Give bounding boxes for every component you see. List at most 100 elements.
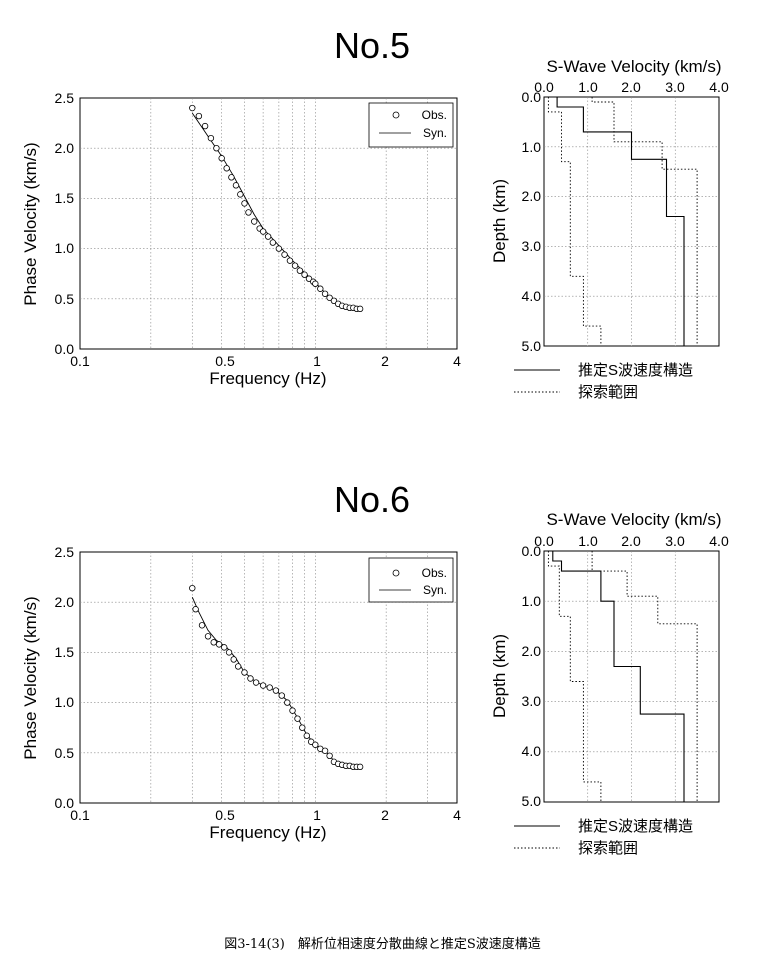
obs-point — [264, 233, 272, 240]
y-tick-label: 0.0 — [55, 795, 75, 811]
obs-point — [326, 294, 333, 301]
obs-point — [247, 675, 254, 682]
x-tick-label: 3.0 — [665, 79, 685, 95]
x-tick-label: 4.0 — [709, 533, 729, 549]
y-tick-label: 1.0 — [522, 139, 542, 155]
obs-point — [289, 707, 296, 714]
obs-point — [305, 275, 313, 282]
y-tick-label: 3.0 — [522, 238, 542, 254]
y-tick-label: 0.5 — [55, 291, 75, 307]
legend: Obs. Syn. — [368, 557, 454, 603]
x-tick-label: 0.0 — [534, 533, 554, 549]
legend-syn-label: Syn. — [423, 583, 447, 597]
obs-point — [272, 687, 280, 694]
syn-curve — [191, 112, 361, 310]
obs-point — [330, 297, 338, 305]
station-title-no6: No.6 — [334, 479, 410, 520]
y-tick-label: 2.0 — [55, 594, 75, 610]
obs-point — [245, 209, 252, 216]
y-tick-label: 1.0 — [55, 694, 75, 710]
y-tick-label: 0.0 — [522, 543, 542, 559]
obs-point — [189, 104, 196, 112]
dispersion-chart-no6: 0.1 0.5 1 2 4 0.0 0.5 1.0 1.5 2.0 2.5 Fr… — [21, 544, 461, 842]
estimated-vs-line — [552, 551, 685, 802]
search-range-line — [547, 97, 602, 346]
obs-point — [207, 134, 215, 142]
legend-obs-marker — [392, 569, 400, 577]
obs-point — [321, 747, 329, 754]
x-tick-label: 0.5 — [215, 807, 235, 823]
y-tick-label: 2.0 — [522, 188, 542, 204]
x-tick-label: 1.0 — [578, 533, 598, 549]
vs-profile-chart-no5: S-Wave Velocity (km/s) 0.0 1.0 2.0 3.0 4… — [490, 57, 729, 401]
obs-point — [312, 741, 319, 748]
x-tick-label: 4 — [453, 353, 461, 369]
obs-point — [321, 290, 329, 297]
plot-frame — [79, 551, 458, 804]
syn-curve — [191, 597, 361, 768]
obs-point — [259, 682, 267, 689]
station-title-no5: No.5 — [334, 25, 410, 66]
search-range-line — [547, 551, 602, 802]
obs-point — [192, 606, 199, 613]
obs-point — [241, 669, 248, 676]
obs-point — [284, 699, 291, 706]
y-axis-label: Phase Velocity (km/s) — [21, 142, 40, 305]
x-tick-label: 0.0 — [534, 79, 554, 95]
search-range-line — [591, 97, 698, 346]
obs-point — [234, 663, 242, 670]
obs-point — [266, 684, 273, 691]
obs-point — [291, 262, 299, 269]
obs-point — [356, 763, 364, 771]
profile-title: S-Wave Velocity (km/s) — [546, 510, 721, 529]
obs-point — [213, 144, 220, 152]
obs-point — [303, 732, 311, 739]
obs-point — [225, 649, 233, 656]
obs-point — [204, 633, 212, 640]
y-tick-label: 4.0 — [522, 288, 542, 304]
obs-point — [232, 182, 240, 189]
legend-est-label: 推定S波速度構造 — [578, 818, 693, 835]
obs-point — [201, 122, 209, 130]
obs-point — [198, 622, 206, 629]
y-tick-label: 1.5 — [55, 190, 75, 206]
obs-point — [356, 305, 364, 313]
x-tick-label: 2 — [381, 353, 389, 369]
y-tick-label: 0.0 — [55, 341, 75, 357]
x-tick-label: 1 — [313, 807, 321, 823]
obs-point — [286, 257, 294, 264]
obs-point — [296, 267, 304, 274]
y-tick-label: 2.0 — [55, 140, 75, 156]
x-tick-label: 3.0 — [665, 533, 685, 549]
legend-obs-label: Obs. — [422, 566, 447, 580]
obs-point — [269, 239, 277, 246]
y-tick-label: 0.5 — [55, 745, 75, 761]
x-tick-label: 2.0 — [621, 79, 641, 95]
vs-profile-chart-no6: S-Wave Velocity (km/s) 0.0 1.0 2.0 3.0 4… — [490, 510, 729, 857]
y-tick-label: 1.0 — [522, 593, 542, 609]
figure-canvas: No.5 0.1 0.5 1 2 4 0.0 0.5 1.0 1.5 2.0 2… — [21, 25, 729, 857]
legend-obs-marker — [392, 111, 400, 119]
y-tick-label: 5.0 — [522, 338, 542, 354]
y-tick-label: 5.0 — [522, 793, 542, 809]
obs-point — [326, 752, 333, 760]
figure-caption: 図3-14(3) 解析位相速度分散曲線と推定S波速度構造 — [224, 937, 541, 952]
obs-point — [251, 218, 258, 225]
legend: Obs. Syn. — [368, 102, 454, 148]
x-tick-label: 4.0 — [709, 79, 729, 95]
x-tick-label: 4 — [453, 807, 461, 823]
y-tick-label: 2.0 — [522, 643, 542, 659]
obs-point — [228, 174, 235, 181]
legend-range-label: 探索範囲 — [578, 839, 638, 857]
y-tick-label: 1.5 — [55, 644, 75, 660]
profile-title: S-Wave Velocity (km/s) — [546, 57, 721, 76]
x-tick-label: 0.1 — [70, 807, 90, 823]
x-tick-label: 1.0 — [578, 79, 598, 95]
y-axis-label: Depth (km) — [490, 179, 509, 263]
x-tick-label: 0.5 — [215, 353, 235, 369]
x-tick-label: 0.1 — [70, 353, 90, 369]
x-tick-label: 1 — [313, 353, 321, 369]
obs-point — [312, 280, 319, 287]
obs-point — [195, 112, 203, 120]
obs-point — [230, 656, 237, 663]
